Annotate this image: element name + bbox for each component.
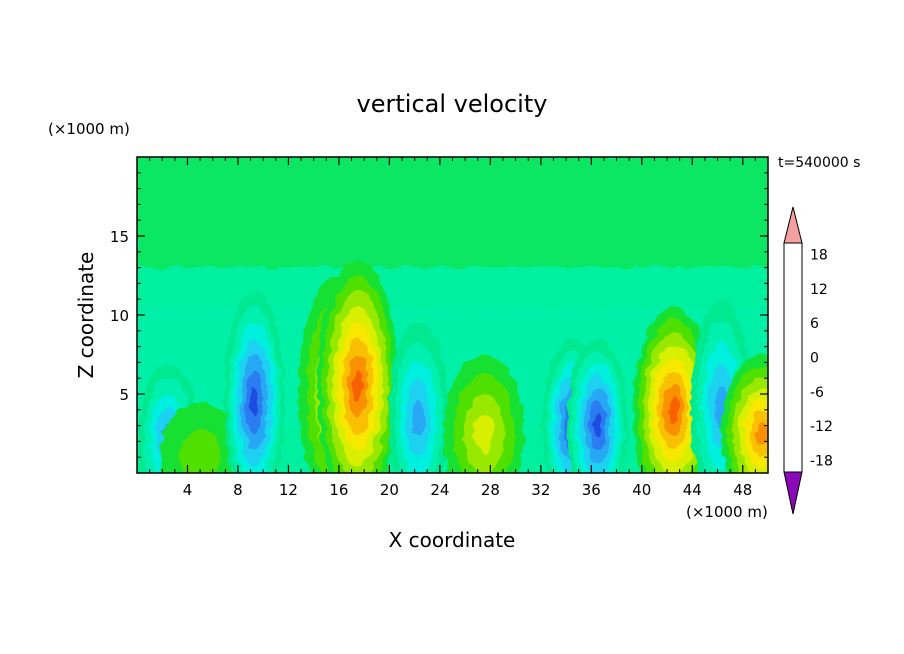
contour-cell [224,291,285,473]
contour-level [668,397,679,423]
velocity-field [137,157,768,473]
y-axis-unit: (×1000 m) [48,120,130,138]
x-tick-label: 4 [183,481,193,499]
x-tick-label: 24 [430,481,449,499]
colorbar-tick-label: 6 [810,316,819,332]
colorbar-frame [783,242,803,473]
contour-cell [388,322,449,473]
x-tick-label: 44 [683,481,702,499]
contour-cell [443,354,525,473]
y-tick-label: 5 [119,386,129,404]
x-tick-label: 16 [329,481,348,499]
y-tick-label: 15 [110,228,129,246]
x-tick-label: 28 [481,481,500,499]
contour-cell [159,401,241,473]
x-tick-label: 40 [632,481,651,499]
upper-level-band [137,157,768,267]
contour-level [179,429,221,473]
contour-level [412,398,425,437]
colorbar: -18 -12 -6 0 6 12 18 [783,206,833,515]
plot-area [137,157,768,473]
colorbar-under-arrow [783,471,803,515]
colorbar-over-arrow [783,206,803,244]
x-tick-label: 12 [279,481,298,499]
y-axis-label: Z coordinate [74,252,98,379]
colorbar-tick-label: -12 [810,419,833,435]
contour-cell [567,338,628,473]
contour-level [755,422,768,445]
x-tick-label: 8 [233,481,243,499]
chart-title: vertical velocity [357,90,548,118]
time-label: t=540000 s [778,155,860,171]
y-tick-label: 10 [110,307,129,325]
y-axis-ticks: 5 10 15 [110,172,768,458]
contour-cell [721,354,768,473]
x-axis-ticks: 4 8 12 16 20 24 28 32 36 40 44 48 [149,157,756,499]
contour-cell [317,259,399,473]
x-tick-label: 20 [380,481,399,499]
colorbar-tick-label: 0 [810,351,819,367]
x-tick-label: 32 [531,481,550,499]
contour-level [473,413,495,454]
x-axis-label: X coordinate [389,528,516,552]
x-axis-unit: (×1000 m) [686,503,768,521]
colorbar-tick-label: -6 [810,385,824,401]
colorbar-tick-label: 12 [810,282,828,298]
colorbar-tick-label: 18 [810,248,828,264]
x-tick-label: 48 [733,481,752,499]
contour-level [593,413,602,438]
contour-level [250,386,259,418]
x-tick-label: 36 [582,481,601,499]
contour-level [352,370,363,402]
colorbar-tick-label: -18 [810,454,833,470]
